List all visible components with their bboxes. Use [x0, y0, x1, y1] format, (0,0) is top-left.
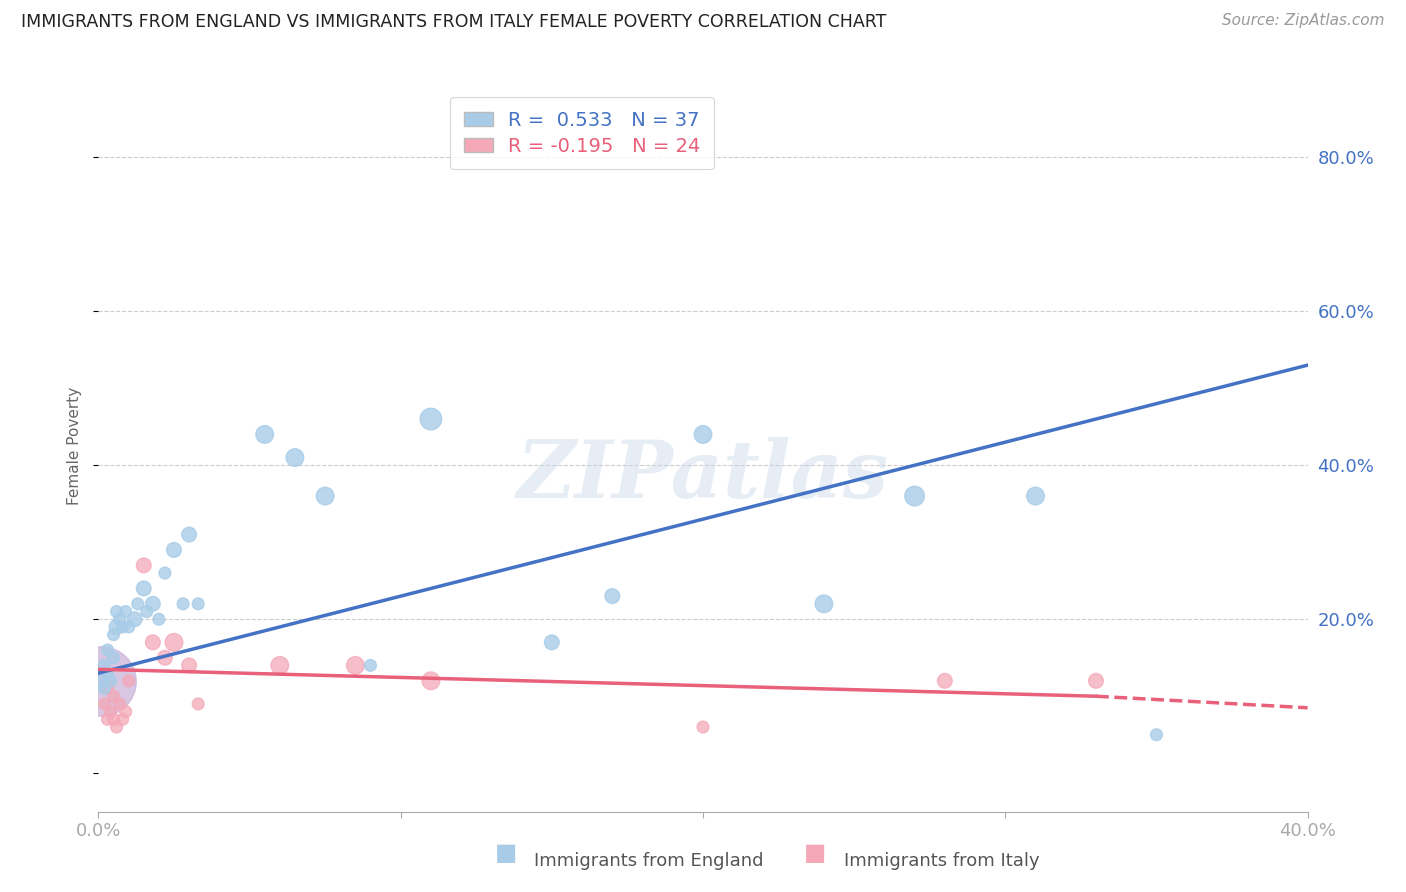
Point — [163, 635, 186, 649]
Point — [253, 427, 276, 442]
Point — [132, 558, 155, 573]
Point — [90, 673, 112, 688]
Point — [100, 705, 122, 719]
Point — [132, 582, 155, 596]
Point — [187, 597, 209, 611]
Text: IMMIGRANTS FROM ENGLAND VS IMMIGRANTS FROM ITALY FEMALE POVERTY CORRELATION CHAR: IMMIGRANTS FROM ENGLAND VS IMMIGRANTS FR… — [21, 13, 886, 31]
Y-axis label: Female Poverty: Female Poverty — [67, 387, 83, 505]
Point — [135, 605, 157, 619]
Point — [692, 427, 714, 442]
Point — [124, 612, 146, 626]
Point — [153, 650, 176, 665]
Point — [105, 605, 128, 619]
Point — [314, 489, 336, 503]
Point — [114, 705, 136, 719]
Point — [142, 635, 165, 649]
Point — [1024, 489, 1046, 503]
Point — [540, 635, 562, 649]
Point — [103, 712, 125, 726]
Point — [1144, 728, 1167, 742]
Point — [179, 527, 201, 541]
Point — [111, 620, 134, 634]
Point — [127, 597, 149, 611]
Legend: R =  0.533   N = 37, R = -0.195   N = 24: R = 0.533 N = 37, R = -0.195 N = 24 — [450, 97, 714, 169]
Text: ■: ■ — [804, 841, 827, 865]
Point — [108, 612, 131, 626]
Text: Immigrants from Italy: Immigrants from Italy — [844, 852, 1039, 870]
Point — [142, 597, 165, 611]
Point — [100, 673, 122, 688]
Point — [344, 658, 367, 673]
Point — [93, 681, 115, 696]
Point — [118, 620, 141, 634]
Point — [692, 720, 714, 734]
Point — [172, 597, 194, 611]
Point — [108, 697, 131, 711]
Point — [93, 697, 115, 711]
Point — [111, 712, 134, 726]
Point — [420, 412, 443, 426]
Point — [96, 666, 118, 681]
Point — [148, 612, 170, 626]
Point — [269, 658, 291, 673]
Point — [105, 720, 128, 734]
Text: Source: ZipAtlas.com: Source: ZipAtlas.com — [1222, 13, 1385, 29]
Point — [602, 589, 624, 603]
Text: ZIPatlas: ZIPatlas — [517, 436, 889, 514]
Point — [420, 673, 443, 688]
Point — [90, 673, 112, 688]
Point — [179, 658, 201, 673]
Point — [103, 650, 125, 665]
Point — [904, 489, 927, 503]
Point — [103, 627, 125, 641]
Point — [360, 658, 382, 673]
Point — [1085, 673, 1108, 688]
Point — [114, 605, 136, 619]
Text: ■: ■ — [495, 841, 517, 865]
Point — [96, 681, 118, 696]
Point — [934, 673, 956, 688]
Point — [153, 566, 176, 580]
Point — [96, 712, 118, 726]
Text: Immigrants from England: Immigrants from England — [534, 852, 763, 870]
Point — [118, 673, 141, 688]
Point — [96, 643, 118, 657]
Point — [163, 543, 186, 558]
Point — [105, 620, 128, 634]
Point — [103, 690, 125, 704]
Point — [813, 597, 835, 611]
Point — [284, 450, 307, 465]
Point — [187, 697, 209, 711]
Point — [93, 658, 115, 673]
